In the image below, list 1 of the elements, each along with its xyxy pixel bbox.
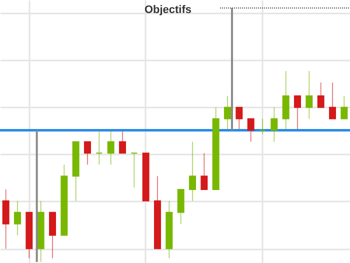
text: Objectifs <box>144 4 192 16</box>
